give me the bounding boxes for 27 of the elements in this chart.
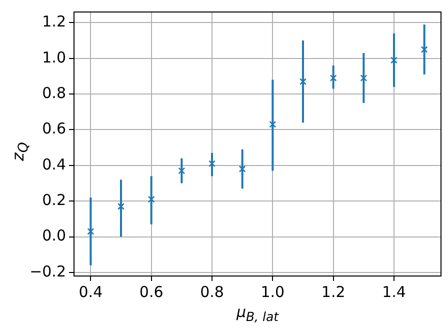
point	[238, 165, 246, 172]
x-axis-title: μ$_{B, lat}$	[235, 303, 280, 324]
point	[330, 74, 337, 82]
x-tick-label: 1.0	[260, 282, 285, 301]
x-tick-label: 1.4	[382, 282, 406, 301]
y-tick-label: −0.2	[30, 262, 66, 280]
x-tick-label: 0.6	[139, 282, 164, 301]
y-tick-label: 0.8	[42, 84, 66, 102]
point	[300, 78, 306, 86]
y-tick-label: 0.0	[42, 226, 66, 245]
point	[420, 46, 428, 53]
y-tick-label: 0.6	[42, 120, 66, 138]
point	[87, 228, 94, 235]
point	[118, 202, 124, 210]
x-tick-label: 1.2	[321, 282, 346, 301]
x-tick-label: 0.4	[78, 282, 103, 301]
point	[360, 74, 368, 82]
point	[269, 120, 276, 128]
y-tick-label: 1.2	[42, 12, 66, 31]
y-tick-label: 0.4	[42, 155, 66, 174]
point	[178, 167, 186, 174]
y-tick-label: 0.2	[42, 190, 66, 209]
y-tick-label: 1.0	[42, 48, 66, 66]
point	[148, 196, 155, 203]
x-tick-label: 0.8	[200, 282, 224, 301]
point	[390, 56, 398, 64]
point	[208, 160, 216, 168]
